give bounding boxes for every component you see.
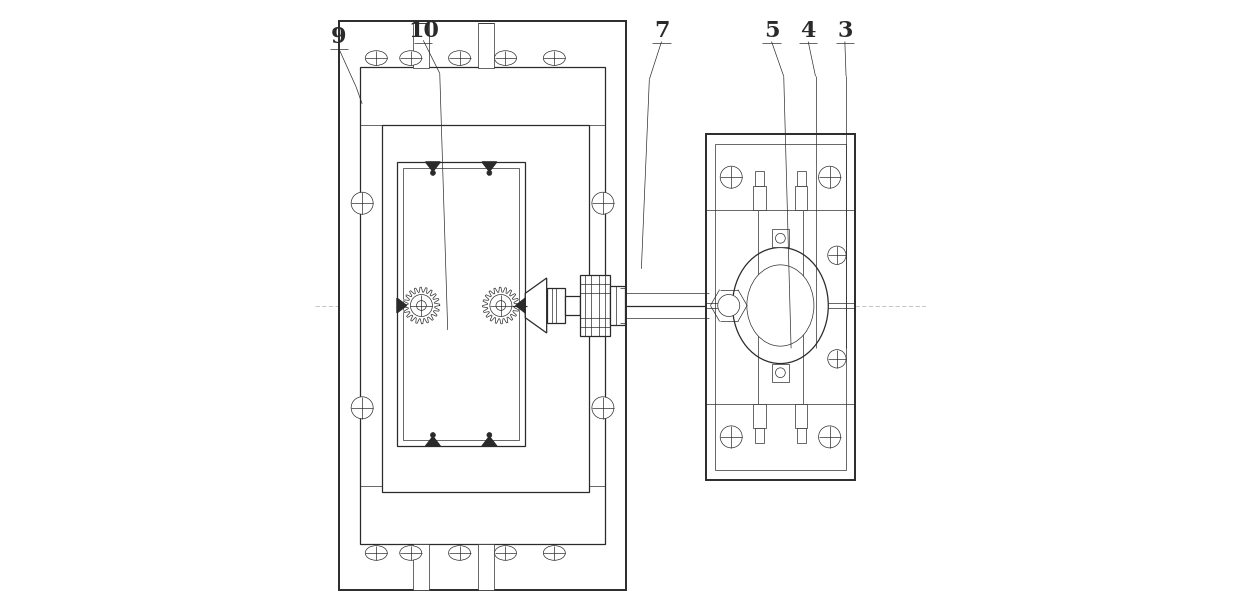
Bar: [361, 67, 605, 544]
Circle shape: [775, 368, 785, 378]
Bar: [795, 186, 807, 210]
Circle shape: [828, 349, 846, 368]
Bar: [580, 275, 610, 336]
Bar: [610, 286, 625, 325]
Circle shape: [828, 246, 846, 265]
Ellipse shape: [733, 247, 828, 364]
Text: 5: 5: [764, 20, 779, 42]
Text: 9: 9: [331, 26, 347, 48]
Circle shape: [487, 170, 492, 175]
Circle shape: [430, 170, 435, 175]
Bar: [413, 23, 429, 68]
Bar: [771, 364, 789, 382]
Bar: [771, 229, 789, 247]
Ellipse shape: [366, 51, 387, 65]
Circle shape: [818, 166, 841, 188]
Polygon shape: [482, 287, 520, 324]
Circle shape: [591, 192, 614, 214]
Ellipse shape: [495, 546, 517, 560]
Polygon shape: [482, 162, 497, 172]
Text: 4: 4: [801, 20, 816, 42]
Polygon shape: [403, 287, 440, 324]
Ellipse shape: [399, 51, 422, 65]
Polygon shape: [482, 436, 497, 446]
Circle shape: [410, 295, 433, 316]
Bar: [714, 144, 846, 470]
Ellipse shape: [543, 546, 565, 560]
Polygon shape: [526, 278, 547, 333]
Polygon shape: [425, 162, 440, 172]
Circle shape: [496, 301, 506, 310]
Polygon shape: [516, 298, 526, 313]
Bar: [477, 544, 494, 590]
Ellipse shape: [449, 51, 470, 65]
Ellipse shape: [399, 546, 422, 560]
Circle shape: [718, 295, 740, 316]
Ellipse shape: [746, 265, 813, 346]
Bar: [397, 162, 526, 446]
Circle shape: [351, 192, 373, 214]
Circle shape: [430, 433, 435, 437]
Circle shape: [818, 426, 841, 448]
Ellipse shape: [449, 546, 470, 560]
Polygon shape: [397, 298, 407, 313]
Bar: [797, 428, 806, 444]
Circle shape: [720, 426, 743, 448]
Bar: [413, 544, 429, 590]
Polygon shape: [425, 436, 440, 446]
Bar: [565, 296, 580, 315]
Ellipse shape: [495, 51, 517, 65]
Bar: [754, 404, 765, 428]
Bar: [755, 428, 764, 444]
Circle shape: [417, 301, 427, 310]
Ellipse shape: [366, 546, 387, 560]
Bar: [403, 168, 520, 440]
Bar: [339, 21, 626, 590]
Text: 3: 3: [837, 20, 853, 42]
Text: 10: 10: [408, 20, 439, 42]
Bar: [477, 23, 494, 68]
Circle shape: [351, 397, 373, 419]
Bar: [797, 170, 806, 186]
Ellipse shape: [543, 51, 565, 65]
Circle shape: [490, 295, 512, 316]
Bar: [547, 288, 565, 323]
Text: 7: 7: [653, 20, 670, 42]
Circle shape: [775, 233, 785, 243]
Circle shape: [591, 397, 614, 419]
Circle shape: [487, 433, 492, 437]
Bar: [755, 170, 764, 186]
Bar: [795, 404, 807, 428]
Bar: [382, 125, 589, 492]
Bar: [754, 186, 765, 210]
Bar: [706, 134, 856, 480]
Circle shape: [720, 166, 743, 188]
